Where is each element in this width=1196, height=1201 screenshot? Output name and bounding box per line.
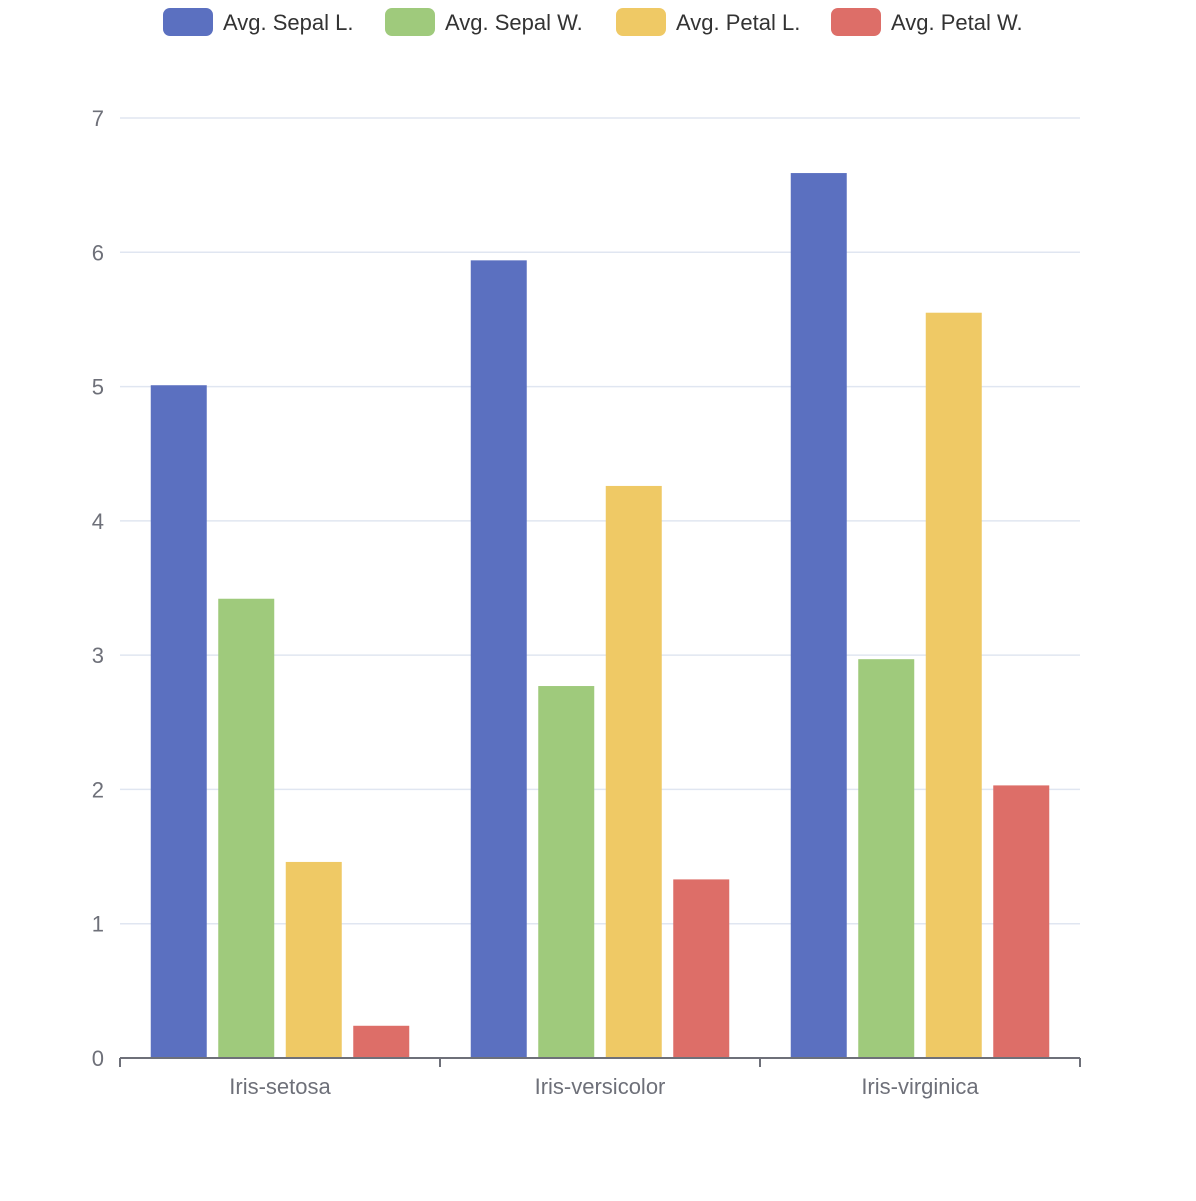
legend: Avg. Sepal L. Avg. Sepal W. Avg. Petal L. A… xyxy=(163,8,1023,36)
bar-iris-virginica-series-3[interactable] xyxy=(925,312,982,1058)
y-tick-label: 1 xyxy=(92,912,104,937)
y-tick-label: 3 xyxy=(92,643,104,668)
legend-label-3[interactable]: Avg. Petal L. xyxy=(676,10,800,35)
legend-label-2[interactable]: Avg. Sepal W. xyxy=(445,10,583,35)
y-tick-label: 0 xyxy=(92,1046,104,1071)
x-axis xyxy=(119,1057,1081,1067)
x-category-label: Iris-setosa xyxy=(229,1074,331,1099)
y-tick-label: 6 xyxy=(92,240,104,265)
bar-iris-versicolor-series-1[interactable] xyxy=(470,260,527,1058)
bar-iris-virginica-series-2[interactable] xyxy=(858,659,915,1058)
y-tick-label: 4 xyxy=(92,509,104,534)
y-tick-label: 7 xyxy=(92,106,104,131)
legend-swatch-2[interactable] xyxy=(385,8,435,36)
bar-iris-versicolor-series-4[interactable] xyxy=(673,879,730,1058)
bar-iris-setosa-series-1[interactable] xyxy=(150,385,207,1058)
legend-swatch-3[interactable] xyxy=(616,8,666,36)
y-tick-label: 5 xyxy=(92,375,104,400)
x-axis-category-labels: Iris-setosa Iris-versicolor Iris-virginica xyxy=(229,1074,979,1099)
y-axis-tick-labels: 0 1 2 3 4 5 6 7 xyxy=(92,106,104,1071)
bar-iris-versicolor-series-3[interactable] xyxy=(605,485,662,1058)
legend-swatch-4[interactable] xyxy=(831,8,881,36)
x-category-label: Iris-virginica xyxy=(861,1074,979,1099)
legend-label-4[interactable]: Avg. Petal W. xyxy=(891,10,1023,35)
bar-iris-versicolor-series-2[interactable] xyxy=(538,686,595,1058)
bar-iris-virginica-series-4[interactable] xyxy=(993,785,1050,1058)
legend-swatch-1[interactable] xyxy=(163,8,213,36)
bar-iris-setosa-series-2[interactable] xyxy=(218,598,275,1058)
bar-iris-setosa-series-4[interactable] xyxy=(353,1025,410,1058)
legend-label-1[interactable]: Avg. Sepal L. xyxy=(223,10,353,35)
bars xyxy=(150,173,1050,1059)
y-tick-label: 2 xyxy=(92,777,104,802)
bar-iris-setosa-series-3[interactable] xyxy=(285,861,342,1058)
bar-iris-virginica-series-1[interactable] xyxy=(790,173,847,1059)
gridlines xyxy=(120,117,1080,925)
x-category-label: Iris-versicolor xyxy=(535,1074,666,1099)
